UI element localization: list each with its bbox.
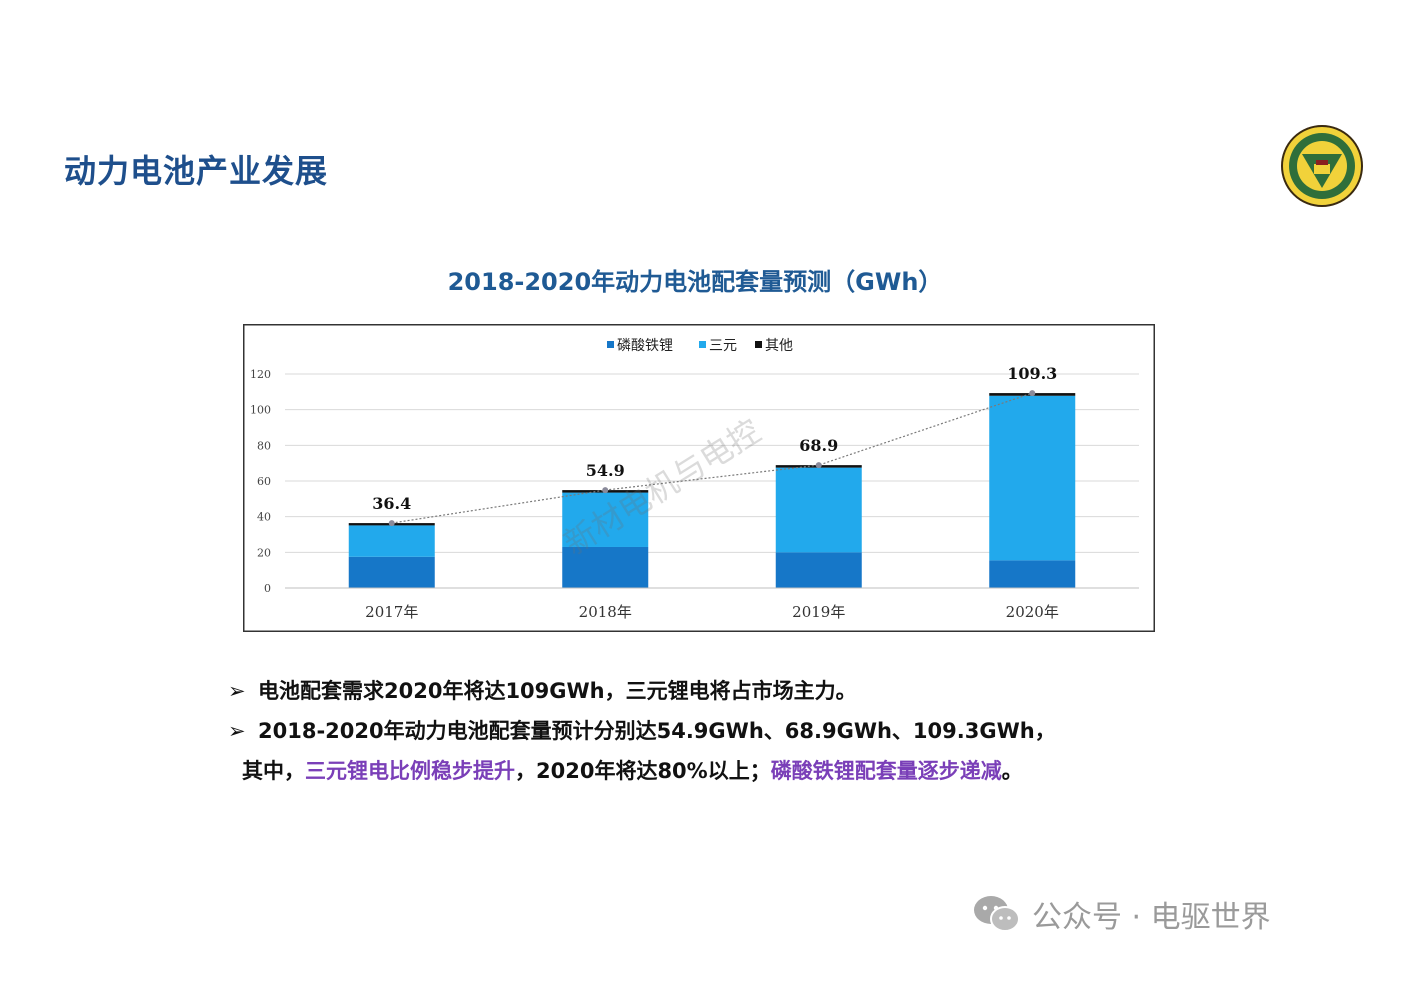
bullet-text-1: 电池配套需求2020年将达109GWh，三元锂电将占市场主力。 xyxy=(258,679,857,703)
x-tick-label: 2018年 xyxy=(579,603,632,621)
x-tick-label: 2020年 xyxy=(1006,603,1059,621)
x-tick-label: 2019年 xyxy=(792,603,845,621)
y-tick-label: 40 xyxy=(257,511,271,524)
legend-label: 其他 xyxy=(765,338,793,354)
x-axis: 2017年 2018年 2019年 2020年 xyxy=(285,587,1139,621)
y-tick-label: 0 xyxy=(264,582,271,595)
bar-lfp xyxy=(348,556,435,588)
highlight-ternary-text: 三元锂电比例稳步提升 xyxy=(305,759,515,783)
legend-swatch xyxy=(607,341,614,348)
bullet-text-2: 2018-2020年动力电池配套量预计分别达54.9GWh、68.9GWh、10… xyxy=(258,719,1056,743)
chart-title: 2018-2020年动力电池配套量预测（GWh） xyxy=(447,268,943,296)
trend-point xyxy=(388,520,395,527)
bullet-item-1: ➢ 电池配套需求2020年将达109GWh，三元锂电将占市场主力。 xyxy=(228,674,1188,714)
total-data-label: 54.9 xyxy=(586,461,625,480)
bar-ternary xyxy=(775,467,862,553)
total-data-label: 68.9 xyxy=(799,436,838,455)
chart-legend: 磷酸铁锂 三元 其他 xyxy=(607,338,793,354)
y-tick-label: 120 xyxy=(250,368,271,381)
bar-ternary xyxy=(562,492,649,547)
trendline xyxy=(388,390,1036,527)
y-tick-label: 100 xyxy=(250,404,271,417)
total-data-label: 36.4 xyxy=(372,494,411,513)
bar-lfp xyxy=(989,560,1076,588)
y-tick-label: 80 xyxy=(257,439,271,452)
arrow-bullet-icon: ➢ xyxy=(228,719,246,743)
university-seal-logo xyxy=(1281,125,1363,207)
wechat-icon xyxy=(974,896,1020,932)
bar-ternary xyxy=(348,525,435,557)
total-data-label: 109.3 xyxy=(1007,364,1057,383)
bar-ternary xyxy=(989,395,1076,561)
y-tick-label: 60 xyxy=(257,475,271,488)
legend-label: 三元 xyxy=(709,338,737,354)
x-tick-label: 2017年 xyxy=(365,603,418,621)
total-labels: 36.4 54.9 68.9 109.3 xyxy=(372,364,1057,513)
footer-watermark-text: 公众号 · 电驱世界 xyxy=(1032,900,1271,935)
footer-watermark: 公众号 · 电驱世界 xyxy=(972,890,1271,938)
bar-lfp xyxy=(775,552,862,588)
trend-point xyxy=(815,462,822,469)
bullet-item-2: ➢ 2018-2020年动力电池配套量预计分别达54.9GWh、68.9GWh、1… xyxy=(228,714,1188,754)
legend-label: 磷酸铁锂 xyxy=(617,338,673,354)
trend-point xyxy=(602,487,609,494)
arrow-bullet-icon: ➢ xyxy=(228,679,246,703)
battery-forecast-chart: 磷酸铁锂 三元 其他 0 20 40 60 80 100 120 2017年 2018年 2019年… xyxy=(243,324,1155,632)
legend-swatch xyxy=(699,341,706,348)
trend-line xyxy=(391,392,1033,524)
slide-title: 动力电池产业发展 xyxy=(64,152,329,190)
y-axis: 0 20 40 60 80 100 120 xyxy=(250,368,271,595)
legend-swatch xyxy=(755,341,762,348)
bullet-text-3a: 其中， xyxy=(242,759,305,783)
bullet-item-2-continued: 其中，三元锂电比例稳步提升，2020年将达80%以上；磷酸铁锂配套量逐步递减。 xyxy=(228,754,1188,794)
y-tick-label: 20 xyxy=(257,546,271,559)
highlight-lfp-text: 磷酸铁锂配套量逐步递减 xyxy=(770,759,1002,783)
bar-lfp xyxy=(562,546,649,588)
bullet-text-3e: 。 xyxy=(1001,759,1023,783)
bullet-list: ➢ 电池配套需求2020年将达109GWh，三元锂电将占市场主力。 ➢ 2018-2… xyxy=(228,674,1188,794)
bullet-text-3c: ，2020年将达80%以上； xyxy=(515,759,771,783)
trend-point xyxy=(1029,390,1036,397)
